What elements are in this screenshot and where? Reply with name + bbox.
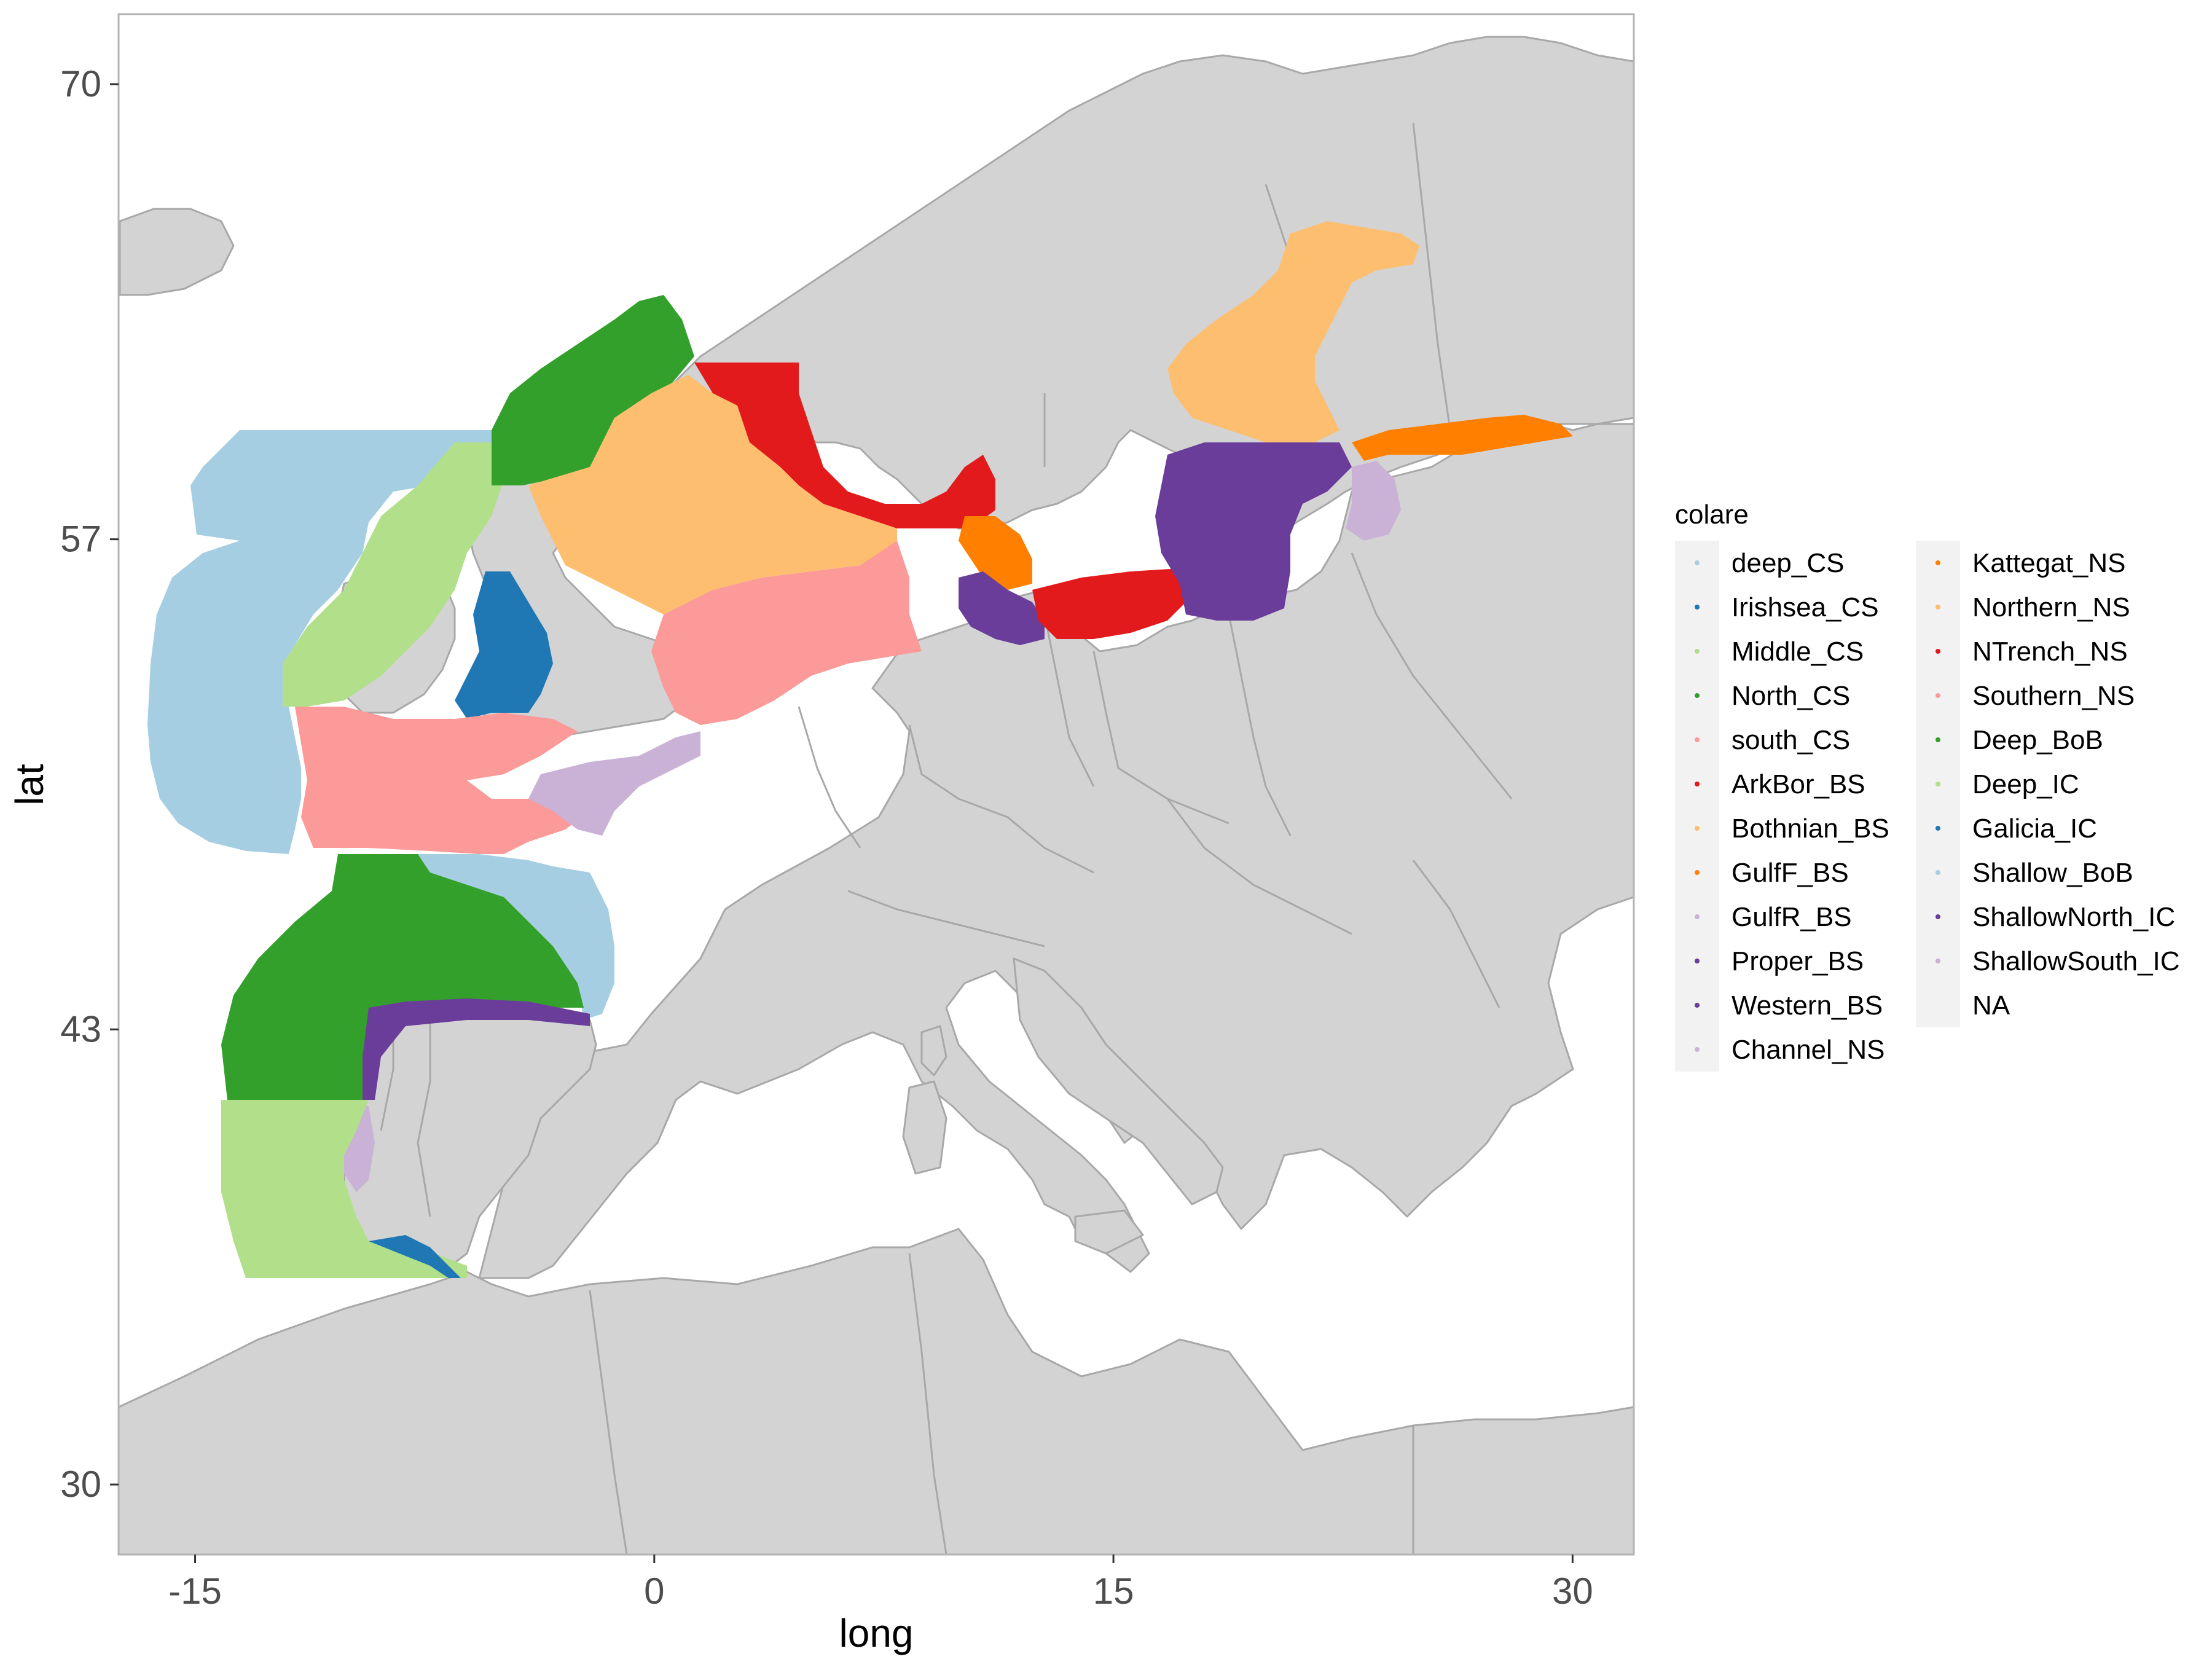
legend-key-swatch [1936, 693, 1940, 698]
legend-item-label: Deep_BoB [1972, 725, 2103, 755]
legend-item-label: Middle_CS [1732, 637, 1864, 667]
legend-item-label: deep_CS [1732, 548, 1844, 578]
legend-item-label: south_CS [1732, 725, 1850, 755]
legend-item-label: Irishsea_CS [1732, 592, 1879, 622]
land-italy [1013, 957, 1224, 1206]
map-layer [117, 36, 1635, 1556]
legend-item-label: Northern_NS [1972, 592, 2130, 622]
legend-item-label: Channel_NS [1732, 1035, 1885, 1065]
legend-key-swatch [1936, 782, 1940, 786]
land-iceland [119, 208, 235, 296]
legend-key-swatch [1936, 959, 1940, 963]
legend-key-swatch [1936, 826, 1940, 831]
legend-key-swatch [1936, 737, 1940, 742]
legend: colare deep_CS Irishsea_CS Middle_CS North_… [1675, 500, 2180, 1072]
y-tick-label: 70 [60, 63, 101, 104]
legend-key-swatch [1936, 605, 1940, 610]
legend-items: deep_CS Irishsea_CS Middle_CS North_CSsouth… [1675, 541, 2180, 1072]
legend-key-swatch [1695, 826, 1700, 831]
region-galicia-ic [369, 1235, 461, 1278]
region-deep-ic [221, 1100, 467, 1278]
x-axis-title: long [839, 1611, 914, 1655]
legend-key-swatch [1695, 959, 1700, 963]
legend-item-label: Deep_IC [1972, 769, 2079, 799]
legend-item-label: Galicia_IC [1972, 814, 2097, 844]
legend-key-swatch [1936, 649, 1940, 654]
legend-key-swatch [1936, 870, 1940, 875]
legend-item-label: ShallowNorth_IC [1972, 902, 2175, 932]
map-panel-border [117, 13, 1635, 1556]
x-axis: -15 0 15 30 [168, 1555, 1593, 1612]
legend-key-swatch [1695, 914, 1700, 919]
y-axis: 30 43 57 70 [60, 63, 119, 1505]
legend-key-swatch [1695, 560, 1700, 565]
legend-key-swatch [1695, 782, 1700, 786]
legend-item-label: GulfF_BS [1732, 858, 1849, 888]
legend-item-label: Kattegat_NS [1972, 548, 2126, 578]
land-sardinia [902, 1080, 947, 1175]
legend-key-swatch [1695, 649, 1700, 654]
legend-title: colare [1675, 500, 1749, 530]
legend-item-label: ArkBor_BS [1732, 769, 1865, 799]
region-bothnian-bs [1167, 221, 1419, 442]
region-arkbor-bs [1032, 568, 1186, 639]
region-ntrench-ns [694, 363, 995, 528]
legend-key-swatch [1936, 560, 1940, 565]
legend-item-label: GulfR_BS [1732, 902, 1852, 932]
region-irishsea-cs [455, 571, 553, 719]
legend-item-label: Southern_NS [1972, 681, 2135, 711]
region-shallow-bob [418, 854, 614, 1020]
region-shallownorth-ic [363, 998, 590, 1100]
region-north-cs [492, 295, 694, 485]
legend-item-label: Bothnian_BS [1732, 814, 1889, 844]
legend-item-label: North_CS [1732, 681, 1850, 711]
country-borders [380, 122, 1513, 1555]
legend-key-swatch [1936, 914, 1940, 919]
land-corsica [920, 1025, 947, 1077]
legend-item-label: NTrench_NS [1972, 637, 2128, 667]
legend-item-label: ShallowSouth_IC [1972, 946, 2180, 976]
legend-key-swatch [1695, 1047, 1700, 1052]
y-axis-title: lat [7, 764, 52, 806]
land-north-africa [117, 1228, 1635, 1556]
region-northern-ns [528, 375, 897, 614]
y-tick-label: 57 [60, 519, 101, 560]
region-proper-bs [1155, 442, 1352, 621]
legend-item-label: Western_BS [1732, 990, 1883, 1021]
region-deep-bob [221, 854, 584, 1100]
x-tick-label: -15 [168, 1571, 222, 1612]
region-southern-ns [651, 541, 922, 725]
management-areas [147, 221, 1573, 1278]
land-sicily [1074, 1209, 1144, 1255]
legend-key-swatch [1695, 870, 1700, 875]
x-tick-label: 30 [1552, 1571, 1593, 1612]
x-tick-label: 15 [1093, 1571, 1134, 1612]
region-middle-cs [283, 442, 504, 707]
legend-item-label: NA [1972, 990, 2010, 1021]
region-deep-cs [147, 430, 498, 854]
region-channel-ns [528, 731, 700, 836]
legend-key-swatch [1695, 1003, 1700, 1008]
region-south-cs [295, 707, 590, 854]
legend-key-swatch [1695, 605, 1700, 610]
region-kattegat-ns [959, 516, 1032, 590]
x-tick-label: 0 [644, 1571, 664, 1612]
region-gulff-bs [1352, 415, 1573, 461]
y-tick-label: 43 [60, 1008, 101, 1049]
y-tick-label: 30 [60, 1464, 101, 1505]
region-western-bs [959, 571, 1045, 645]
legend-item-label: Shallow_BoB [1972, 858, 2133, 888]
legend-key-swatch [1695, 693, 1700, 698]
legend-key-background [1675, 541, 1719, 1072]
legend-key-swatch [1695, 737, 1700, 742]
region-gulfr-bs [1346, 461, 1401, 541]
legend-item-label: Proper_BS [1732, 946, 1864, 976]
